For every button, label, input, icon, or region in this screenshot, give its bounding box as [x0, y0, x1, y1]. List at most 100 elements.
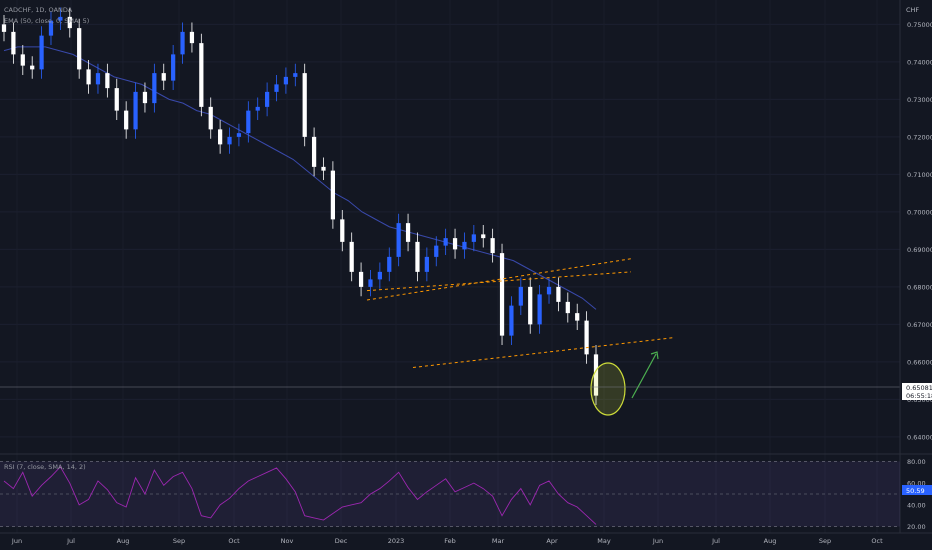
symbol-legend[interactable]: CADCHF, 1D, OANDA [4, 6, 73, 14]
time-tick-label: Feb [444, 537, 456, 545]
highlight-circle[interactable] [590, 362, 626, 416]
candle-body [509, 305, 514, 336]
candle-body [593, 354, 599, 396]
ema-50-line [3, 46, 597, 310]
rsi-polyline [3, 466, 597, 525]
ema-legend[interactable]: EMA (50, close, 0, SMA, 5) [4, 17, 89, 25]
price-badge: 0.65081 06:55:18 [902, 383, 932, 400]
price-tick-label: 0.74000 [907, 58, 932, 66]
price-tick-label: 0.71000 [907, 171, 932, 179]
candle-body [321, 166, 326, 171]
candle-body [499, 253, 505, 336]
candle-body [67, 16, 72, 29]
rsi-line [3, 466, 597, 525]
candle-body [377, 271, 382, 280]
rsi-tick-label: 80.00 [907, 458, 926, 466]
candle-body [537, 294, 542, 325]
time-tick-label: Dec [335, 537, 348, 545]
candle-body [171, 54, 176, 81]
time-tick-label: Oct [228, 537, 240, 545]
price-tick-label: 0.69000 [907, 246, 932, 254]
candle-body [20, 54, 25, 66]
candle-body [575, 313, 580, 321]
candle-body [462, 241, 467, 250]
candle-body [565, 301, 570, 314]
price-tick-label: 0.66000 [907, 358, 932, 366]
candle-body [490, 238, 495, 254]
candle-body [114, 88, 119, 111]
price-tick-label: 0.75000 [907, 21, 932, 29]
candle-body [330, 170, 336, 220]
candle-body [302, 73, 307, 137]
time-tick-label: Aug [117, 537, 130, 545]
candle-body [293, 73, 298, 77]
price-tick-label: 0.67000 [907, 321, 932, 329]
trendline [412, 337, 676, 368]
rsi-legend[interactable]: RSI (7, close, SMA, 14, 2) [4, 463, 86, 471]
price-gridlines [0, 23, 900, 438]
candle-body [274, 84, 279, 92]
candle-body [434, 245, 439, 257]
candle-body [161, 73, 166, 81]
candle-body [133, 91, 138, 130]
price-tick-label: 0.70000 [907, 208, 932, 216]
rsi-badge: 50.59 [902, 485, 932, 495]
time-tick-label: Nov [281, 537, 294, 545]
candle-body [358, 271, 364, 287]
candle-body [528, 286, 533, 325]
candle-body [264, 91, 270, 107]
candle-body [199, 43, 204, 107]
rsi-levels [0, 461, 900, 527]
candle-body [11, 31, 16, 55]
candle-body [405, 223, 411, 242]
candle-body [481, 234, 486, 239]
candle-body [95, 73, 101, 85]
candle-body [443, 238, 448, 246]
candle-body [189, 31, 195, 44]
candle-body [86, 69, 91, 85]
time-tick-label: Aug [764, 537, 777, 545]
candle-body [142, 91, 148, 104]
up-arrow-icon[interactable] [631, 351, 659, 399]
candle-body [387, 256, 392, 272]
candle-body [236, 133, 242, 137]
candle-body [396, 223, 401, 257]
price-tick-label: 0.72000 [907, 133, 932, 141]
candle-body [471, 234, 476, 242]
price-tick-label: 0.68000 [907, 283, 932, 291]
candle-body [227, 136, 232, 145]
candle-body [105, 73, 110, 89]
rsi-tick-label: 60.00 [907, 480, 926, 488]
rsi-tick-label: 40.00 [907, 501, 926, 509]
candle-body [283, 76, 289, 85]
candle-body [30, 65, 35, 70]
candle-body [152, 73, 157, 104]
time-tick-label: 2023 [388, 537, 405, 545]
rsi-current-value: 50.59 [906, 487, 925, 495]
trendline [366, 271, 632, 292]
time-tick-label: Jun [11, 537, 22, 545]
time-tick-label: Jul [66, 537, 75, 545]
candle-body [58, 16, 63, 21]
price-tick-label: 0.73000 [907, 96, 932, 104]
rsi-tick-label: 20.00 [907, 523, 926, 531]
candle-body [311, 136, 317, 167]
candle-body [546, 286, 552, 295]
current-price-value: 0.65081 [906, 384, 932, 392]
time-axis[interactable]: Jun Jul Aug Sep Oct Nov Dec 2023 Feb Mar Apr May Jun… [11, 537, 883, 545]
candle-body [48, 20, 54, 36]
candle-body [218, 129, 223, 145]
candle-body [340, 219, 345, 242]
candle-body [77, 28, 82, 70]
price-tick-label: 0.64000 [907, 433, 932, 441]
candle-body [1, 24, 7, 32]
time-tick-label: Mar [492, 537, 505, 545]
candle-body [180, 31, 185, 55]
time-tick-label: Sep [173, 537, 185, 545]
candle-body [349, 241, 354, 272]
time-tick-label: Oct [871, 537, 883, 545]
candlestick-series [1, 7, 599, 405]
candle-body [246, 110, 251, 134]
rsi-axis[interactable]: 80.00 60.00 40.00 20.00 [907, 458, 926, 531]
